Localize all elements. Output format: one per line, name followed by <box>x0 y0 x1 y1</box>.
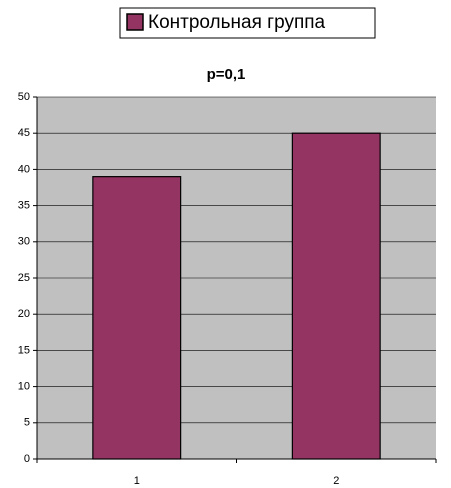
y-tick-label: 40 <box>18 163 30 175</box>
y-tick-label: 15 <box>18 344 30 356</box>
y-tick-label: 45 <box>18 127 30 139</box>
y-tick-label: 20 <box>18 308 30 320</box>
legend-box <box>119 7 376 39</box>
chart-title: p=0,1 <box>207 66 246 83</box>
y-tick-label: 50 <box>18 91 30 103</box>
y-tick-label: 0 <box>24 453 30 465</box>
y-tick-label: 25 <box>18 272 30 284</box>
y-tick-label: 30 <box>18 236 30 248</box>
legend <box>119 7 376 39</box>
bar <box>92 176 182 460</box>
y-tick-label: 10 <box>18 381 30 393</box>
bar <box>291 132 381 460</box>
legend-label: Контрольная группа <box>148 12 326 33</box>
x-tick-label: 2 <box>333 475 339 487</box>
legend-swatch <box>126 13 144 31</box>
y-tick-label: 35 <box>18 200 30 212</box>
x-tick-label: 1 <box>134 475 140 487</box>
y-tick-label: 5 <box>24 417 30 429</box>
